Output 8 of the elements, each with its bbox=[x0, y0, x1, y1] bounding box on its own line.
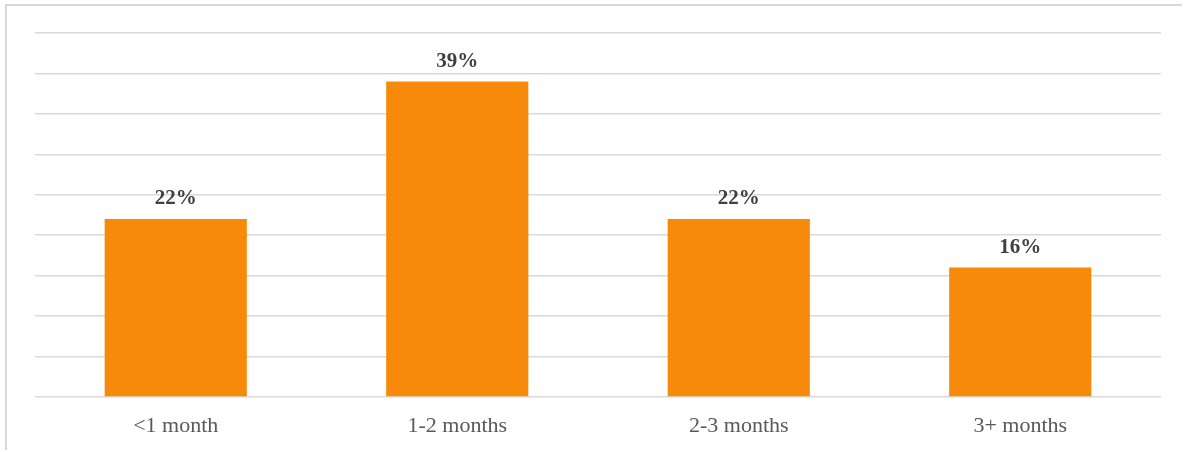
data-label: 22% bbox=[154, 185, 197, 210]
data-label: 16% bbox=[999, 233, 1042, 258]
x-tick-label: 2-3 months bbox=[688, 411, 789, 437]
data-label: 22% bbox=[717, 185, 760, 210]
x-tick-label: <1 month bbox=[133, 411, 219, 437]
x-tick-label: 3+ months bbox=[973, 411, 1068, 437]
x-tick-label: 1-2 months bbox=[407, 411, 508, 437]
data-label: 39% bbox=[436, 47, 479, 72]
